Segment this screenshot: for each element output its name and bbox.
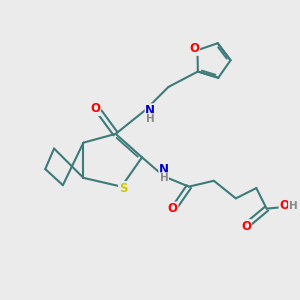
Text: S: S — [119, 182, 127, 195]
Text: O: O — [241, 220, 251, 233]
Text: H: H — [160, 173, 168, 183]
Text: H: H — [289, 201, 297, 211]
Text: N: N — [145, 104, 155, 117]
Text: O: O — [190, 42, 200, 55]
Text: O: O — [90, 103, 100, 116]
Text: N: N — [159, 164, 169, 176]
Text: H: H — [146, 114, 154, 124]
Text: O: O — [168, 202, 178, 215]
Text: O: O — [279, 199, 289, 212]
